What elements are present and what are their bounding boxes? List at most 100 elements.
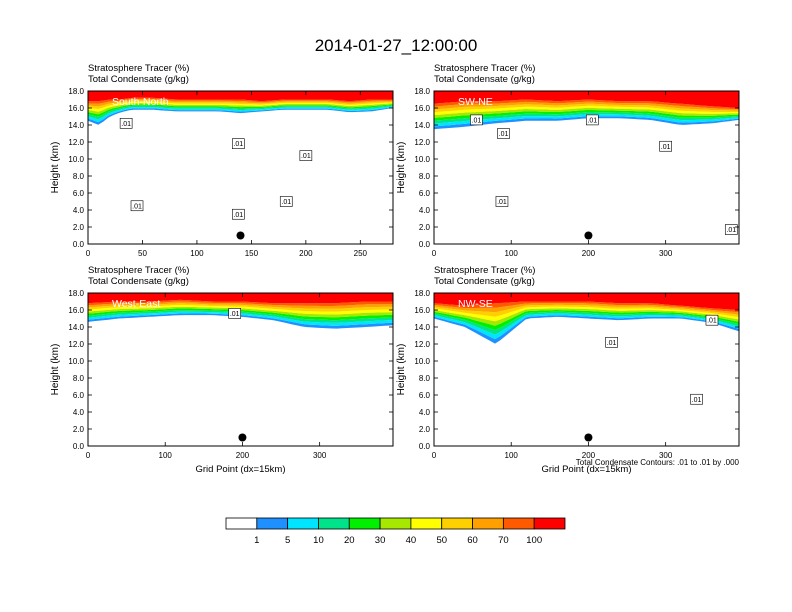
y-tick-label: 10.0 [68,357,84,366]
y-tick-label: 8.0 [73,374,85,383]
y-tick-label: 14.0 [68,121,84,130]
colorbar-swatch [533,517,566,530]
tracer-band-max [434,293,739,310]
panel-header-condensate: Total Condensate (g/kg) [434,276,535,287]
plot-frame [433,90,740,245]
colorbar: 1 5 10 20 30 40 50 60 70 100 [225,517,566,546]
panel-south-north: Stratosphere Tracer (%)Total Condensate … [50,63,394,258]
panels: Stratosphere Tracer (%)Total Condensate … [50,63,740,475]
svg-text:.01: .01 [707,318,717,325]
figure-title: 2014-01-27_12:00:00 [315,36,478,55]
contour-label: .01 [705,314,719,326]
panel-name: NW-SE [458,298,493,310]
tracer-band-level-9 [434,301,739,313]
y-tick-label: 8.0 [419,172,431,181]
x-tick-label: 100 [505,451,519,460]
y-tick-label: 6.0 [419,391,431,400]
colorbar-label: 40 [406,535,417,546]
tracer-band-level-9 [88,97,393,104]
tracer-band-level-9 [88,299,393,306]
y-tick-label: 12.0 [68,340,84,349]
x-tick-label: 0 [86,249,91,258]
y-tick-label: 0.0 [419,442,431,451]
colorbar-label: 20 [344,535,355,546]
contour-label: .01 [279,196,293,207]
x-tick-label: 150 [245,249,259,258]
panel-nw-se: Stratosphere Tracer (%)Total Condensate … [396,265,740,475]
x-tick-label: 100 [190,249,204,258]
contour-label: .01 [299,150,313,161]
panel-sw-ne: Stratosphere Tracer (%)Total Condensate … [396,63,740,258]
x-tick-label: 300 [659,249,673,258]
y-tick-label: 14.0 [68,323,84,332]
y-tick-label: 8.0 [73,172,85,181]
tracer-band-level-8 [88,301,393,309]
tracer-band-max [88,293,393,304]
y-tick-label: 0.0 [73,240,85,249]
tracer-band-level-3 [434,112,739,124]
plot-area: .01 .01 .01 .01 .01 .01 [88,91,393,244]
y-tick-label: 14.0 [414,323,430,332]
y-tick-label: 4.0 [419,408,431,417]
tracer-band-level-7 [88,303,393,312]
y-tick-label: 0.0 [419,240,431,249]
panel-name: SW-NE [458,96,493,108]
y-tick-label: 12.0 [414,138,430,147]
x-tick-label: 200 [582,451,596,460]
panel-header-condensate: Total Condensate (g/kg) [88,276,189,287]
y-tick-label: 10.0 [414,155,430,164]
panel-name: West-East [112,298,160,310]
panel-header-condensate: Total Condensate (g/kg) [434,74,535,85]
svg-text:.01: .01 [607,340,617,347]
tracer-band-level-1 [434,116,739,130]
location-marker [584,231,593,240]
x-tick-label: 100 [505,249,519,258]
plot-background [88,91,393,244]
panel-name: South-North [112,96,169,108]
colorbar-label: 5 [285,535,290,546]
contour-label: .01 [495,196,509,207]
panel-header-condensate: Total Condensate (g/kg) [88,74,189,85]
colorbar-label: 60 [467,535,478,546]
y-axis-label: Height (km) [396,142,407,194]
x-tick-label: 0 [432,451,437,460]
contour-label: .01 [470,114,483,126]
svg-text:.01: .01 [726,227,736,234]
y-tick-label: 2.0 [419,223,431,232]
location-marker [584,433,593,442]
plot-area: .01 .01 .01 .01 .01 .01 [434,91,739,244]
colorbar-label: 100 [526,535,542,546]
svg-text:.01: .01 [692,397,702,404]
colorbar-label: 10 [313,535,324,546]
plot-frame [433,292,740,447]
svg-text:.01: .01 [281,199,291,206]
svg-text:.01: .01 [233,212,243,219]
y-tick-label: 6.0 [73,391,85,400]
y-tick-label: 18.0 [68,289,84,298]
y-tick-label: 6.0 [73,189,85,198]
contour-note: Total Condensate Contours: .01 to .01 by… [576,458,740,467]
x-tick-label: 300 [659,451,673,460]
contour-label: .01 [228,308,242,319]
svg-text:.01: .01 [499,131,509,138]
tracer-band-level-7 [434,304,739,318]
panel-header-tracer: Stratosphere Tracer (%) [88,63,189,74]
contour-label: .01 [605,336,618,348]
colorbar-swatch [441,517,473,530]
colorbar-swatch [410,517,443,530]
plot-frame [87,292,394,447]
y-tick-label: 8.0 [419,374,431,383]
x-tick-label: 0 [86,451,91,460]
x-tick-label: 0 [432,249,437,258]
y-tick-label: 16.0 [68,104,84,113]
colorbar-swatch [348,517,381,530]
panel-header-tracer: Stratosphere Tracer (%) [434,265,535,276]
tracer-band-level-2 [434,114,739,127]
location-marker [236,231,245,240]
contour-label: .01 [497,128,510,139]
x-tick-label: 300 [313,451,327,460]
y-tick-label: 2.0 [73,425,85,434]
y-axis-label: Height (km) [396,344,407,396]
tracer-band-level-4 [434,110,739,121]
